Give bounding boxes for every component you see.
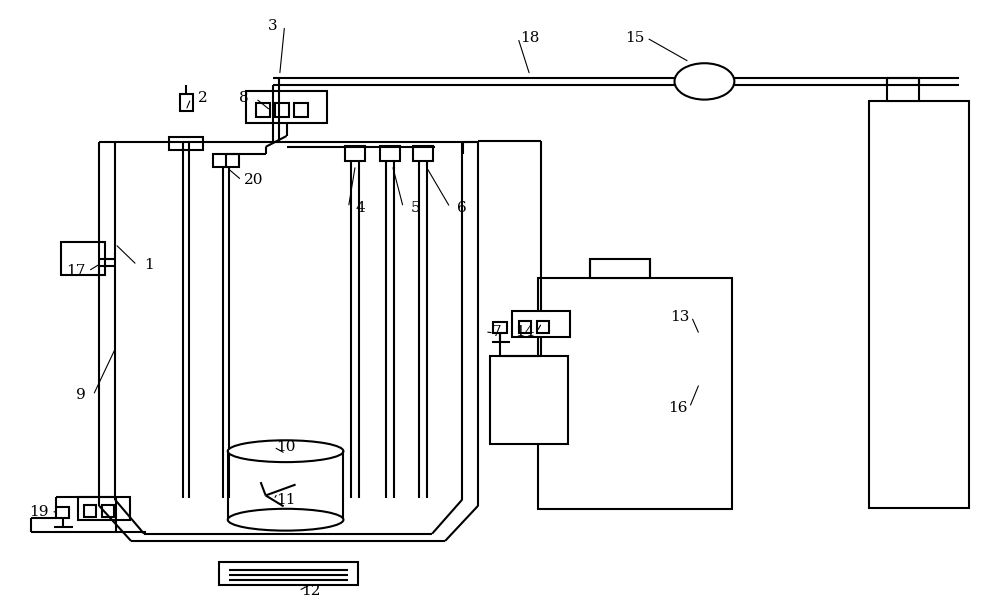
Bar — [519, 321, 531, 333]
Text: 11: 11 — [276, 493, 295, 507]
Text: 19: 19 — [30, 505, 49, 519]
Bar — [512, 311, 570, 337]
Circle shape — [675, 63, 734, 100]
Bar — [490, 356, 568, 444]
Bar — [413, 146, 433, 161]
Bar — [590, 259, 650, 278]
Bar — [102, 504, 114, 516]
Text: 7: 7 — [492, 325, 502, 339]
Bar — [869, 102, 969, 507]
Text: 14: 14 — [515, 325, 535, 339]
Text: 20: 20 — [244, 173, 263, 187]
Text: 17: 17 — [66, 264, 86, 278]
Ellipse shape — [228, 509, 343, 530]
Text: 1: 1 — [144, 258, 154, 272]
Bar — [213, 154, 239, 167]
Text: 4: 4 — [356, 200, 365, 214]
Bar — [84, 504, 96, 516]
Bar — [380, 146, 400, 161]
Bar — [78, 498, 130, 520]
Ellipse shape — [228, 440, 343, 462]
Text: 6: 6 — [457, 200, 467, 214]
Bar — [219, 561, 358, 585]
Bar — [61, 242, 105, 275]
Bar — [275, 104, 289, 116]
Bar — [180, 94, 193, 110]
Bar — [169, 136, 203, 150]
Text: 2: 2 — [198, 91, 208, 105]
Text: 12: 12 — [301, 583, 320, 597]
Text: 16: 16 — [668, 401, 687, 415]
Text: 15: 15 — [625, 31, 644, 45]
Bar — [246, 91, 327, 122]
Bar — [493, 322, 507, 333]
Text: 3: 3 — [268, 19, 277, 33]
Bar — [887, 79, 919, 102]
Bar — [538, 278, 732, 509]
Text: 5: 5 — [410, 200, 420, 214]
Text: 9: 9 — [76, 389, 86, 403]
Text: 8: 8 — [239, 91, 249, 105]
Bar — [537, 321, 549, 333]
Text: 13: 13 — [670, 309, 689, 323]
Bar — [294, 104, 308, 116]
Bar — [345, 146, 365, 161]
Text: 10: 10 — [276, 440, 295, 454]
Bar — [56, 507, 69, 518]
Bar — [256, 104, 270, 116]
Text: 18: 18 — [520, 31, 540, 45]
